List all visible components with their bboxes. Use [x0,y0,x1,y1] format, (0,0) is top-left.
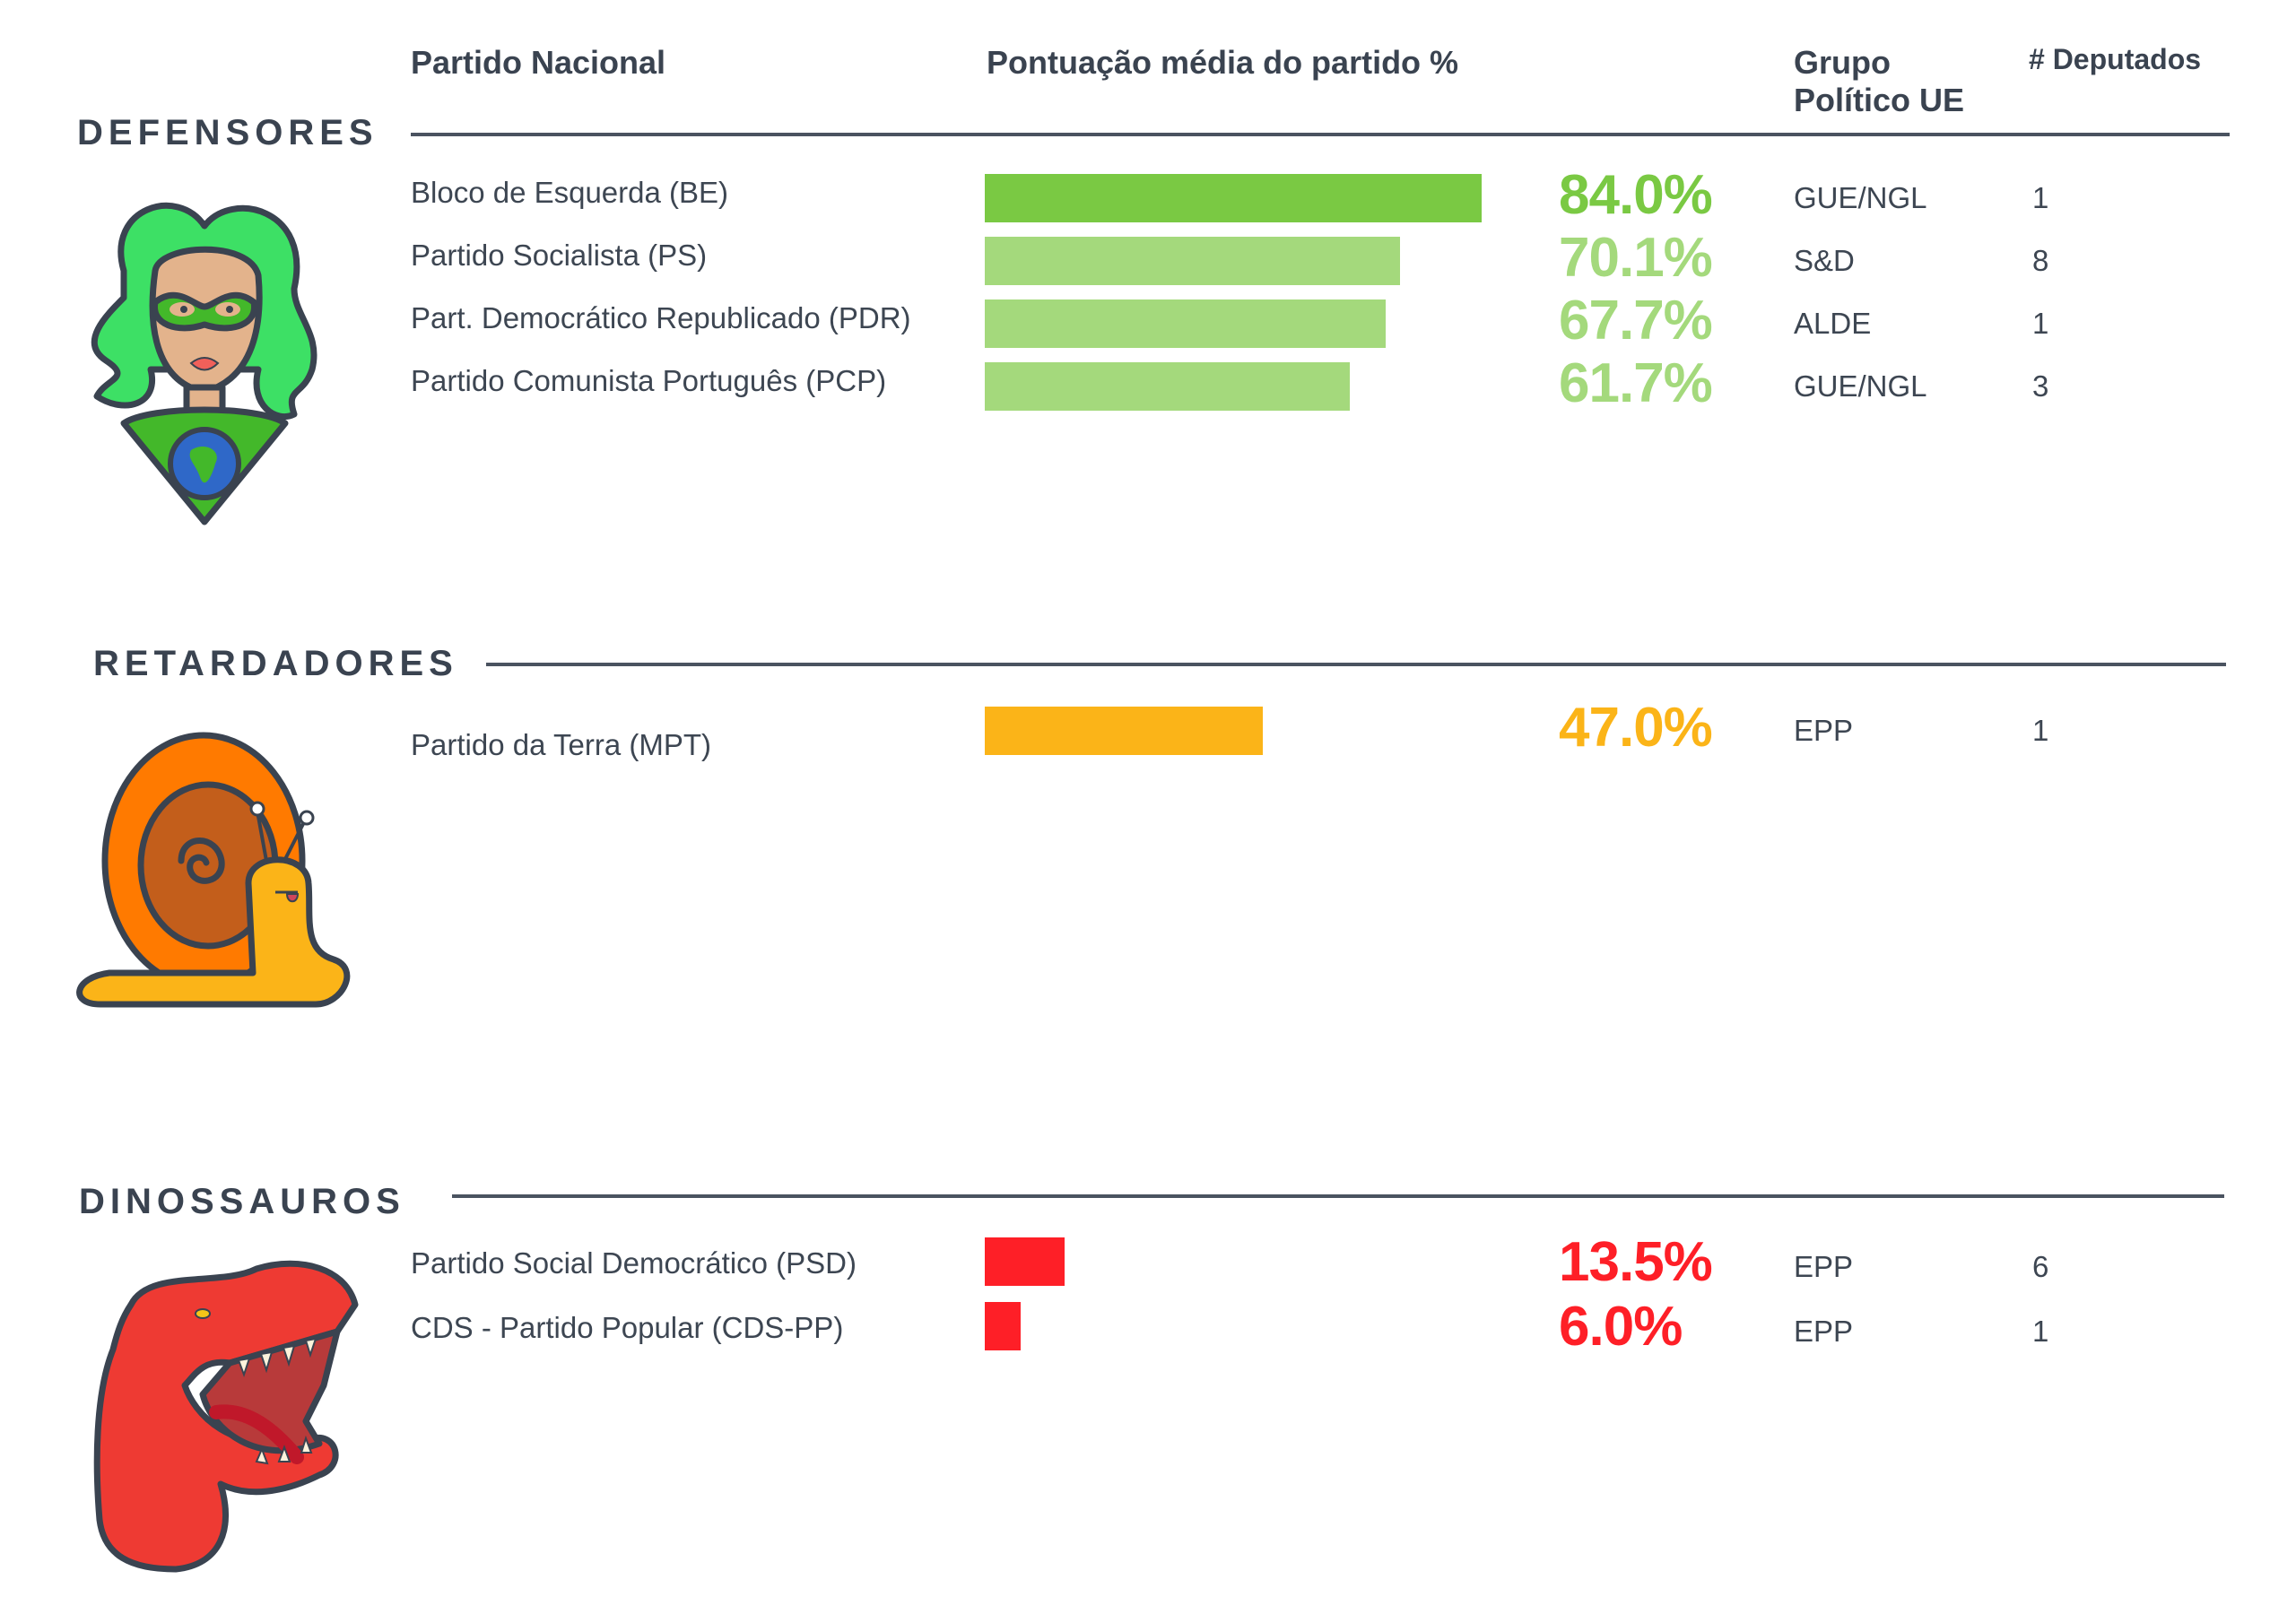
party-name: Part. Democrático Republicado (PDR) [411,301,911,334]
bar-pdr [985,299,1386,348]
eu-group: S&D [1794,244,1855,277]
column-header-party: Partido Nacional [411,44,666,81]
score-label: 61.7% [1559,352,1713,414]
section-divider [452,1194,2224,1198]
party-name: CDS - Partido Popular (CDS-PP) [411,1311,844,1344]
deputies-count: 1 [2032,181,2049,214]
deputies-count: 1 [2032,307,2049,340]
section-title-retardadores: RETARDADORES [93,644,458,683]
section-divider [411,133,2230,136]
score-label: 84.0% [1559,164,1713,226]
party-name: Partido Social Democrático (PSD) [411,1246,857,1280]
deputies-count: 3 [2032,369,2049,403]
column-header-deputies: # Deputados [2029,43,2202,75]
eu-group: EPP [1794,714,1854,747]
party-name: Bloco de Esquerda (BE) [411,176,729,209]
deputies-count: 1 [2032,1315,2049,1348]
score-label: 70.1% [1559,227,1713,289]
deputies-count: 8 [2032,244,2049,277]
bar-pcp [985,362,1351,411]
deputies-count: 1 [2032,714,2049,747]
score-label: 47.0% [1559,697,1713,759]
bar-mpt [985,707,1264,755]
bar-be [985,174,1483,222]
eu-group: GUE/NGL [1794,181,1927,214]
eu-group: ALDE [1794,307,1872,340]
score-label: 6.0% [1559,1296,1683,1358]
party-name: Partido Comunista Português (PCP) [411,364,887,397]
party-name: Partido Socialista (PS) [411,239,708,272]
eu-group: GUE/NGL [1794,369,1927,403]
bar-psd [985,1237,1065,1286]
deputies-count: 6 [2032,1250,2049,1283]
column-header-group-line2: Político UE [1794,82,1965,118]
superhero-woman-icon [91,202,317,525]
party-name: Partido da Terra (MPT) [411,728,711,761]
section-title-dinossauros: DINOSSAUROS [79,1182,405,1221]
bar-ps [985,237,1400,285]
column-header-group-line1: Grupo [1794,44,1891,81]
bar-cds-pp [985,1302,1021,1350]
dinosaur-icon [93,1260,359,1573]
eu-group: EPP [1794,1315,1854,1348]
snail-icon [76,732,351,1008]
section-title-defensores: DEFENSORES [77,113,378,152]
eu-group: EPP [1794,1250,1854,1283]
column-header-score: Pontuação média do partido % [987,44,1459,81]
score-label: 67.7% [1559,290,1713,352]
score-label: 13.5% [1559,1231,1713,1293]
section-divider [486,663,2226,666]
